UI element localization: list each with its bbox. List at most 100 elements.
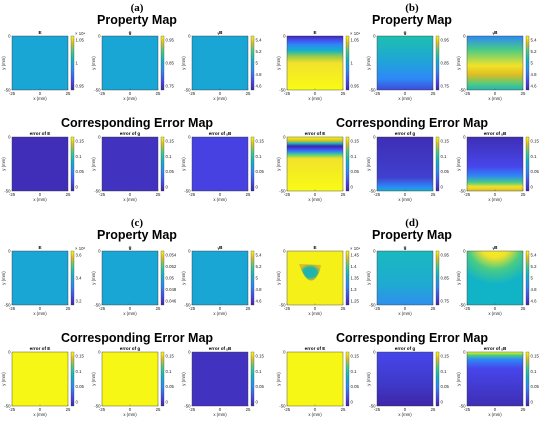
y-axis-label: y (mm) xyxy=(366,56,371,70)
colorbar-tick: 4.8 xyxy=(256,72,263,77)
colorbar xyxy=(435,250,440,306)
plot-title: E xyxy=(313,30,316,35)
x-tick-label: 0 xyxy=(219,407,222,412)
colorbar-tick: 0.05 xyxy=(531,169,540,174)
colorbar xyxy=(345,250,350,306)
x-axis-label: x (mm) xyxy=(488,311,502,316)
y-tick-label: -50 xyxy=(459,404,466,409)
x-axis-label: x (mm) xyxy=(123,197,137,202)
colorbar-tick: 0.95 xyxy=(441,38,450,43)
map-field xyxy=(467,36,523,90)
y-tick-label: 0 xyxy=(283,249,286,254)
y-tick-label: -50 xyxy=(94,303,101,308)
colorbar xyxy=(435,136,440,192)
colorbar-tick: 0 xyxy=(256,185,259,190)
plot-title: error of ᵧB xyxy=(484,131,507,136)
colorbar-tick: 3.6 xyxy=(76,253,83,258)
x-tick-label: 25 xyxy=(156,407,161,412)
y-tick-label: -50 xyxy=(369,88,376,93)
x-tick-label: -25 xyxy=(374,306,381,311)
colorbar-tick: 0 xyxy=(441,400,444,405)
colorbar-tick: 0.15 xyxy=(531,354,540,359)
colorbar-tick: 0.95 xyxy=(166,38,175,43)
x-axis-label: x (mm) xyxy=(398,311,412,316)
x-tick-label: 25 xyxy=(431,306,436,311)
error-plot-1: error of g-25 0 25x (mm)0-50y (mm)0.150.10… xyxy=(366,346,449,417)
map-field xyxy=(12,352,68,406)
colorbar xyxy=(160,136,165,192)
y-tick-label: 0 xyxy=(98,34,101,39)
error-map-title: Corresponding Error Map xyxy=(61,116,213,130)
colorbar-tick: 0.95 xyxy=(76,84,85,89)
y-tick-label: 0 xyxy=(8,350,11,355)
colorbar-tick: 5.2 xyxy=(256,264,263,269)
y-tick-label: 0 xyxy=(8,135,11,140)
y-axis-label: y (mm) xyxy=(1,271,6,285)
y-tick-label: 0 xyxy=(463,249,466,254)
y-axis-label: y (mm) xyxy=(456,372,461,386)
y-axis-label: y (mm) xyxy=(181,271,186,285)
colorbar-tick: 0.1 xyxy=(351,154,358,159)
map-field xyxy=(12,137,68,191)
x-tick-label: 0 xyxy=(404,306,407,311)
property-map-title: Property Map xyxy=(372,228,452,242)
colorbar-tick: 4.6 xyxy=(256,84,263,89)
plot-title: ᵧB xyxy=(492,245,499,250)
colorbar-tick: 0.1 xyxy=(166,154,173,159)
colorbar-tick: 0.1 xyxy=(76,154,83,159)
plot-title: error of g xyxy=(120,346,141,351)
colorbar-tick: 5 xyxy=(256,61,259,66)
x-tick-label: -25 xyxy=(9,192,16,197)
colorbar-tick: 0.1 xyxy=(351,369,358,374)
plot-title: error of E xyxy=(30,346,51,351)
colorbar-tick: 5.2 xyxy=(256,49,263,54)
x-tick-label: 25 xyxy=(431,407,436,412)
colorbar-tick: 0.05 xyxy=(351,384,360,389)
colorbar-tick: 1 xyxy=(351,61,354,66)
colorbar-tick: 0.05 xyxy=(256,169,265,174)
colorbar xyxy=(435,35,440,91)
y-tick-label: -50 xyxy=(279,88,286,93)
x-tick-label: -25 xyxy=(284,306,291,311)
x-tick-label: 25 xyxy=(246,306,251,311)
y-tick-label: -50 xyxy=(4,404,11,409)
y-axis-label: y (mm) xyxy=(456,56,461,70)
panel-label: (d) xyxy=(405,217,419,229)
y-tick-label: -50 xyxy=(369,404,376,409)
map-field xyxy=(192,251,248,305)
error-plot-1: error of g-25 0 25x (mm)0-50y (mm)0.150.10… xyxy=(91,131,174,202)
x-tick-label: 0 xyxy=(404,407,407,412)
y-tick-label: 0 xyxy=(98,249,101,254)
y-axis-label: y (mm) xyxy=(1,157,6,171)
panel-label: (c) xyxy=(131,217,144,229)
colorbar-tick: 0.05 xyxy=(531,384,540,389)
colorbar xyxy=(525,351,530,407)
y-tick-label: -50 xyxy=(369,303,376,308)
x-tick-label: 25 xyxy=(66,306,71,311)
colorbar-tick: 0.75 xyxy=(166,84,175,89)
colorbar-tick: 0.05 xyxy=(441,384,450,389)
x-tick-label: 25 xyxy=(431,91,436,96)
y-tick-label: -50 xyxy=(4,189,11,194)
y-tick-label: -50 xyxy=(184,303,191,308)
colorbar-tick: 0.1 xyxy=(76,369,83,374)
colorbar-tick: 5.4 xyxy=(256,253,263,258)
map-field xyxy=(102,36,158,90)
colorbar-tick: 0.1 xyxy=(256,154,263,159)
x-tick-label: 25 xyxy=(341,407,346,412)
map-field xyxy=(192,137,248,191)
x-tick-label: 25 xyxy=(66,91,71,96)
map-field xyxy=(377,36,433,90)
x-tick-label: 0 xyxy=(219,306,222,311)
x-tick-label: 0 xyxy=(129,192,132,197)
plot-title: g xyxy=(129,245,132,250)
x-tick-label: 0 xyxy=(314,91,317,96)
y-axis-label: y (mm) xyxy=(366,157,371,171)
colorbar xyxy=(250,35,255,91)
colorbar xyxy=(250,250,255,306)
colorbar-tick: 0.85 xyxy=(441,61,450,66)
